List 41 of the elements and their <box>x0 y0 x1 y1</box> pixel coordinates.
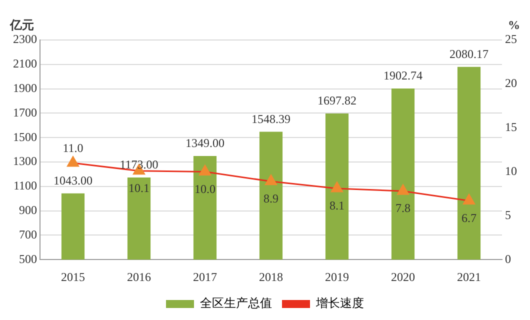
data-label: 1902.74 <box>384 68 422 83</box>
data-label: 1548.39 <box>252 112 290 126</box>
data-label: 6.7 <box>462 210 476 225</box>
x-tick-label: 2021 <box>457 270 481 284</box>
y-tick-label: 1900 <box>13 80 37 95</box>
y2-tick-label: 25 <box>505 32 517 46</box>
y-tick-label: 1500 <box>13 130 37 144</box>
data-label: 10.1 <box>128 181 150 196</box>
data-label: 10.0 <box>194 182 216 196</box>
y-tick-label: 500 <box>19 252 37 266</box>
y-tick-label: 1700 <box>13 105 37 120</box>
y-tick-label: 2300 <box>13 32 37 46</box>
y-tick-label: 900 <box>19 202 37 217</box>
data-label: 7.8 <box>396 201 410 216</box>
data-label: 1173.00 <box>120 158 158 172</box>
y2-tick-label: 5 <box>505 208 511 222</box>
data-label: 8.1 <box>330 198 344 213</box>
y-tick-label: 2100 <box>13 56 37 71</box>
y-tick-label: 1100 <box>13 178 37 193</box>
legend-label: 增长速度 <box>315 296 364 310</box>
x-tick-label: 2017 <box>193 270 217 284</box>
x-tick-label: 2019 <box>325 270 349 284</box>
y2-axis-title: % <box>508 18 520 32</box>
x-tick-label: 2016 <box>127 270 151 284</box>
data-label: 1697.82 <box>318 94 356 108</box>
y2-tick-label: 0 <box>505 252 511 266</box>
x-tick-label: 2018 <box>259 270 283 284</box>
y-axis-title: 亿元 <box>9 18 34 32</box>
data-label: 11.0 <box>62 141 84 156</box>
data-label: 1349.00 <box>186 136 224 150</box>
data-label: 8.9 <box>264 192 278 206</box>
x-tick-label: 2020 <box>391 270 415 284</box>
y2-tick-label: 20 <box>505 76 517 90</box>
y-tick-label: 1300 <box>13 154 37 168</box>
y2-tick-label: 10 <box>505 164 517 178</box>
data-label: 1043.00 <box>54 174 92 188</box>
y2-tick-label: 15 <box>505 120 517 134</box>
y-tick-label: 700 <box>19 227 37 242</box>
x-tick-label: 2015 <box>61 270 85 284</box>
legend-label: 全区生产总值 <box>200 296 272 310</box>
data-label: 2080.17 <box>450 46 488 61</box>
